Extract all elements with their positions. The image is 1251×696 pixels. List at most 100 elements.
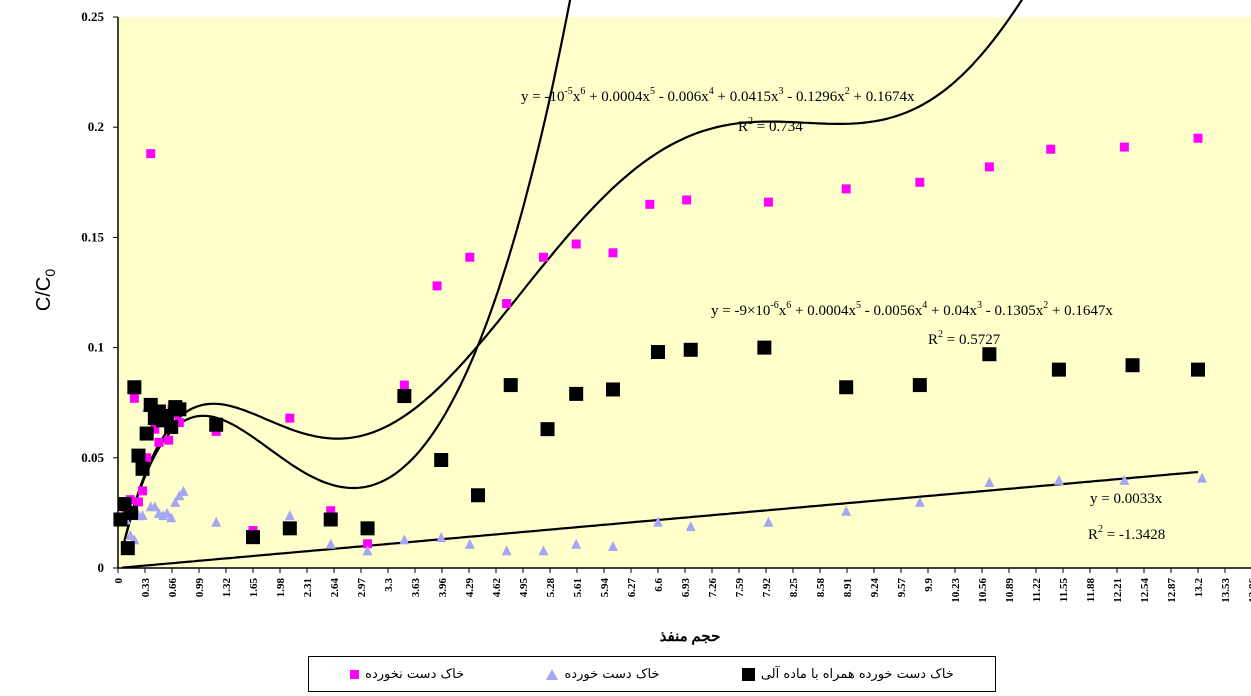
triangle-point — [763, 516, 774, 527]
x-tick-label: 10.23 — [950, 578, 962, 603]
r2-bottom: R2 = -1.3428 — [1088, 524, 1165, 543]
triangle-point — [653, 516, 663, 527]
pink-square-point — [538, 252, 548, 262]
legend-item-disturbed-organic: خاک دست خورده همراه با ماده آلی — [741, 666, 954, 682]
pink-square-point — [150, 424, 160, 434]
trend-line-1 — [121, 0, 572, 551]
x-tick-label: 11.88 — [1085, 578, 1097, 603]
triangle-point — [362, 545, 373, 556]
x-tick-label: 0.33 — [140, 578, 152, 598]
equation-middle: y = -9×10-6x6 + 0.0004x5 - 0.0056x4 + 0.… — [711, 300, 1113, 319]
x-tick-label: 11.22 — [1031, 578, 1043, 603]
x-tick-label: 0 — [113, 578, 125, 584]
trend-curves — [121, 0, 1199, 569]
triangle-point — [178, 485, 189, 496]
pink-square-icon — [350, 669, 360, 679]
x-tick-label: 8.25 — [788, 578, 800, 598]
black-square-point — [982, 347, 997, 362]
x-tick-label: 10.56 — [977, 578, 989, 603]
trend-line-2 — [122, 470, 1199, 569]
pink-square-point — [465, 252, 475, 262]
triangle-point — [162, 507, 173, 518]
black-square-point — [471, 488, 485, 503]
x-tick-label: 0.66 — [167, 578, 179, 598]
y-tick-label: 0.1 — [88, 340, 104, 355]
pink-square-point — [571, 239, 581, 249]
triangle-point — [685, 521, 696, 532]
x-tick-label: 5.28 — [545, 578, 557, 598]
triangle-point — [137, 510, 148, 521]
black-square-point — [606, 382, 620, 397]
x-tick-label: 7.26 — [707, 578, 719, 598]
x-tick-label: 10.89 — [1004, 578, 1016, 603]
x-tick-label: 6.93 — [680, 578, 692, 598]
pink-square-point — [841, 184, 851, 194]
pink-square-point — [142, 453, 152, 463]
black-square-point — [139, 426, 154, 441]
x-tick-label: 11.55 — [1058, 578, 1070, 603]
legend: خاک دست نخورده خاک دست خورده خاک دست خور… — [308, 656, 996, 692]
pink-square-point — [138, 486, 148, 496]
black-square-icon — [741, 667, 755, 681]
pink-square-point — [1119, 142, 1129, 152]
y-tick-label: 0 — [98, 560, 105, 575]
y-axis-label: C/C0 — [33, 269, 58, 311]
data-markers — [113, 133, 1208, 556]
black-square-point — [360, 521, 375, 536]
x-tick-label: 6.27 — [626, 578, 638, 598]
legend-label: خاک دست خورده — [564, 666, 660, 682]
pink-square-point — [608, 248, 618, 258]
x-tick-label: 13.86 — [1247, 578, 1251, 603]
triangle-point — [914, 496, 925, 507]
triangle-point — [436, 532, 447, 543]
y-tick-label: 0.05 — [81, 450, 104, 465]
triangle-point — [1197, 472, 1208, 483]
black-square-point — [127, 380, 142, 395]
pink-square-point — [146, 149, 156, 159]
plot-area — [118, 17, 1251, 568]
x-tick-label: 8.91 — [842, 578, 854, 597]
triangle-point — [166, 512, 177, 523]
black-square-point — [131, 448, 146, 463]
pink-square-point — [763, 197, 773, 207]
y-tick-label: 0.25 — [81, 9, 104, 24]
black-square-point — [282, 521, 297, 536]
x-tick-label: 1.65 — [248, 578, 260, 598]
legend-label: خاک دست خورده همراه با ماده آلی — [760, 666, 954, 682]
black-square-point — [1191, 362, 1205, 377]
r2-middle: R2 = 0.5727 — [928, 329, 1001, 348]
black-square-point — [540, 422, 555, 437]
triangle-point — [571, 538, 582, 549]
black-square-point — [120, 541, 135, 556]
black-square-point — [651, 345, 665, 360]
x-tick-label: 4.62 — [491, 578, 503, 598]
pink-square-point — [645, 199, 655, 209]
triangle-point — [325, 538, 336, 549]
chart: 0 0.05 0.1 0.15 0.2 0.25 0 0.33 0.66 0.99 1.32 1.6… — [33, 0, 1251, 645]
triangle-point — [464, 538, 475, 549]
legend-item-disturbed: خاک دست خورده — [546, 667, 659, 682]
pink-square-point — [915, 177, 925, 187]
x-tick-label: 8.58 — [815, 578, 827, 598]
pink-square-point — [164, 435, 174, 445]
x-tick-label: 9.9 — [923, 578, 935, 592]
pink-square-point — [432, 281, 442, 291]
triangle-point — [125, 529, 136, 540]
x-tick-label: 3.96 — [437, 578, 449, 598]
x-tick-label: 2.31 — [302, 578, 314, 597]
black-square-point — [246, 530, 260, 545]
black-square-point — [209, 417, 224, 432]
black-square-point — [434, 453, 449, 468]
x-tick-label: 7.92 — [761, 578, 773, 598]
x-tick-label: 9.57 — [896, 578, 908, 598]
x-tick-label: 0.99 — [194, 578, 206, 598]
x-tick-label: 5.61 — [572, 578, 584, 597]
x-tick-label: 9.24 — [869, 578, 881, 598]
triangle-point — [1053, 474, 1064, 485]
pink-square-point — [984, 162, 994, 172]
x-tick-label: 12.54 — [1139, 578, 1151, 603]
pink-square-point — [502, 299, 512, 309]
x-tick-label: 12.21 — [1112, 578, 1124, 603]
triangle-point — [608, 540, 618, 551]
triangle-point — [211, 516, 222, 527]
